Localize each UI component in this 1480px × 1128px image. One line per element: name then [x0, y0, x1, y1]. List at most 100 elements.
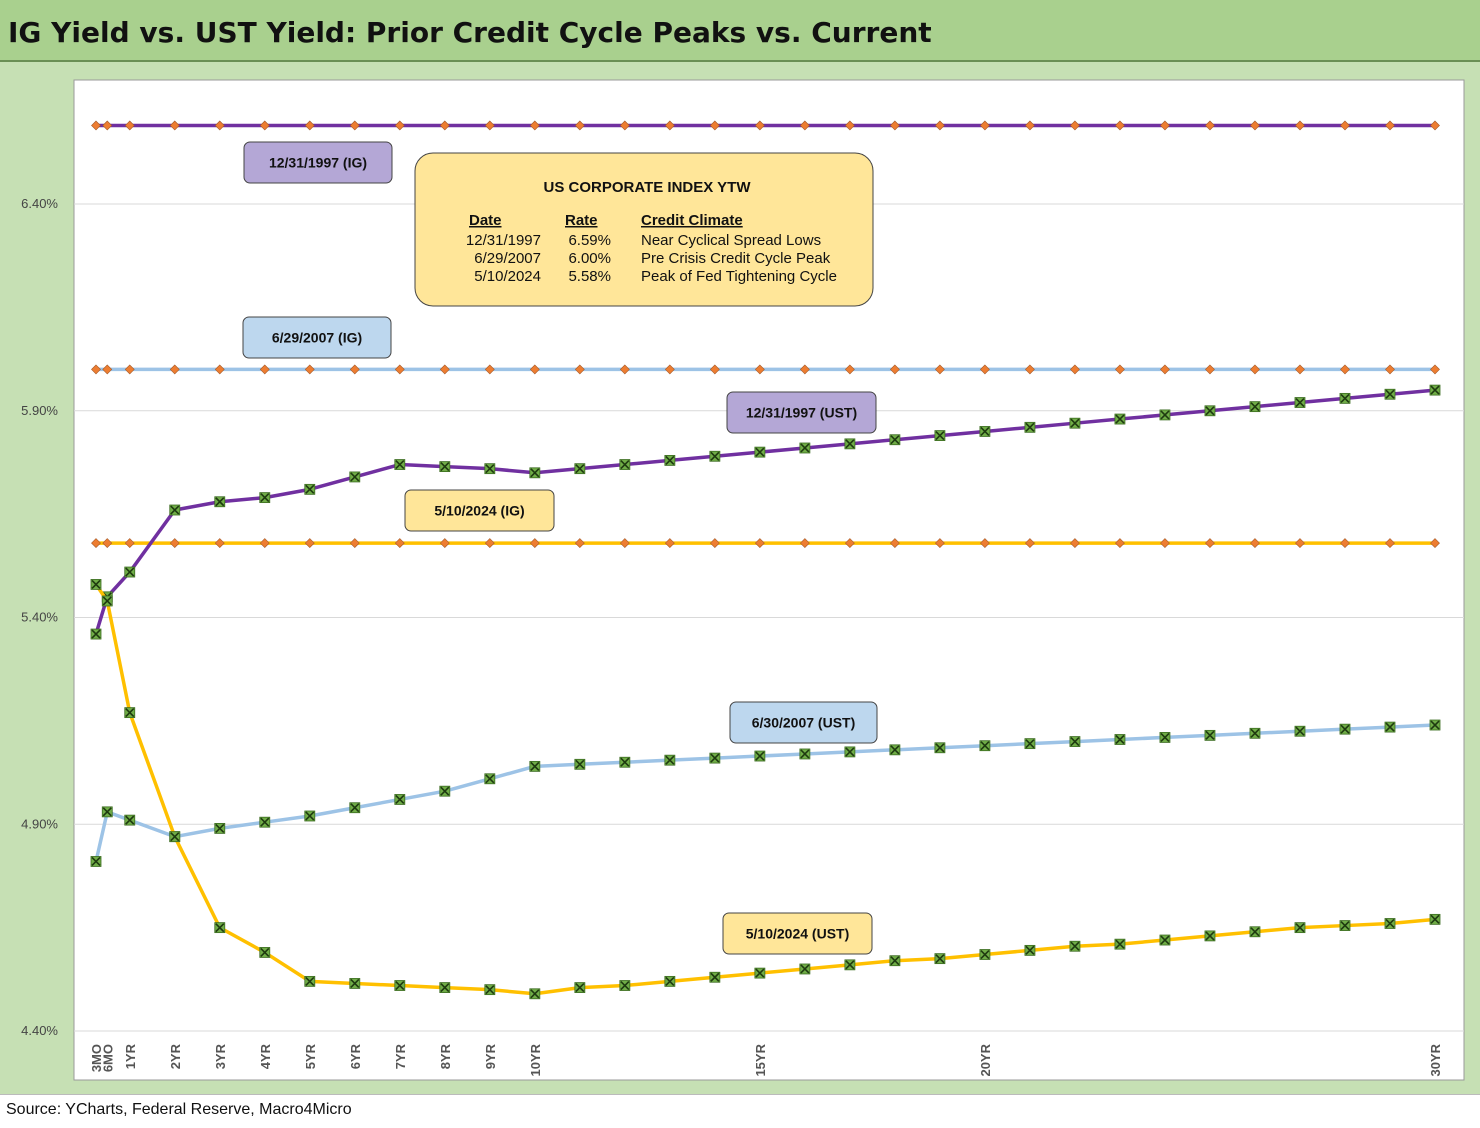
data-point: [1069, 417, 1081, 429]
data-point: [90, 628, 102, 640]
index-box-cell: 6.00%: [568, 250, 611, 267]
marker-cross: [1025, 422, 1035, 432]
marker-cross: [575, 759, 585, 769]
data-point: [91, 538, 101, 549]
series-label-box: [404, 489, 555, 532]
data-point: [1160, 538, 1170, 549]
data-point: [709, 971, 721, 983]
marker-cross: [530, 989, 540, 999]
data-point: [1429, 384, 1441, 396]
marker-cross: [125, 708, 135, 718]
marker-cross: [710, 972, 720, 982]
data-point: [394, 364, 405, 375]
series-label-box: [729, 701, 878, 744]
index-box-header: Rate: [565, 212, 598, 229]
data-point: [979, 120, 990, 131]
x-tick-label: 3MO: [89, 1044, 104, 1072]
data-point: [619, 120, 630, 131]
data-point: [529, 467, 541, 479]
data-point: [709, 538, 720, 549]
marker-cross: [102, 596, 112, 606]
marker-cross: [350, 803, 360, 813]
y-axis-ticks: 4.40% 4.90% 5.40% 5.90% 6.40%: [21, 196, 58, 1038]
marker-cross: [1340, 393, 1350, 403]
title-bar: IG Yield vs. UST Yield: Prior Credit Cyc…: [0, 0, 1480, 62]
x-tick-label: 5YR: [303, 1043, 318, 1069]
marker-cross: [260, 817, 270, 827]
data-point: [754, 120, 765, 131]
data-point: [304, 810, 316, 822]
index-box-cell: 6/29/2007: [474, 250, 541, 267]
data-point: [484, 463, 496, 475]
data-point: [439, 364, 450, 375]
data-point: [484, 538, 495, 549]
data-point: [664, 754, 676, 766]
series-label-text: 12/31/1997 (UST): [746, 405, 857, 421]
index-box-cell: 6.59%: [568, 232, 611, 249]
data-point: [1250, 538, 1260, 549]
data-point: [844, 538, 855, 549]
marker-cross: [485, 774, 495, 784]
data-point: [1205, 538, 1215, 549]
data-point: [1294, 397, 1306, 408]
data-point: [349, 978, 361, 989]
marker-cross: [102, 807, 112, 817]
data-point: [349, 120, 360, 131]
page-title: IG Yield vs. UST Yield: Prior Credit Cyc…: [8, 16, 932, 49]
data-point: [1384, 721, 1396, 733]
data-point: [1340, 364, 1350, 375]
corporate-index-box: US CORPORATE INDEX YTW Date Rate Credit Cli…: [414, 152, 874, 307]
data-point: [394, 538, 405, 549]
data-point: [484, 773, 496, 785]
marker-cross: [1070, 736, 1080, 747]
data-point: [1205, 364, 1215, 375]
x-tick-label: 2YR: [168, 1043, 183, 1069]
marker-cross: [845, 960, 855, 970]
data-point: [304, 975, 316, 987]
data-point: [1294, 922, 1306, 934]
marker-cross: [980, 741, 990, 751]
series-label: 12/31/1997 (UST): [726, 391, 877, 434]
data-point: [439, 461, 451, 473]
series-label-text: 6/29/2007 (IG): [272, 330, 362, 346]
marker-cross: [665, 755, 675, 765]
marker-cross: [890, 435, 900, 445]
series-5-10-2024-ig-: [91, 538, 1440, 549]
data-point: [889, 364, 900, 375]
data-point: [214, 496, 226, 508]
marker-cross: [91, 629, 101, 639]
data-point: [1114, 938, 1126, 950]
data-point: [90, 856, 102, 867]
data-point: [1429, 913, 1441, 925]
marker-cross: [1160, 935, 1170, 945]
data-point: [349, 538, 360, 549]
data-point: [1295, 364, 1305, 375]
marker-cross: [1250, 402, 1260, 412]
marker-cross: [1295, 923, 1305, 933]
data-point: [619, 980, 631, 991]
data-point: [799, 442, 811, 454]
series-12-31-1997-ig-: [91, 120, 1440, 131]
data-point: [574, 982, 586, 993]
data-point: [1250, 120, 1260, 131]
data-point: [304, 364, 315, 375]
data-point: [124, 707, 136, 719]
data-point: [1115, 120, 1125, 131]
data-point: [709, 120, 720, 131]
data-point: [1025, 364, 1035, 375]
series-label: 5/10/2024 (UST): [722, 912, 873, 955]
data-point: [1385, 120, 1395, 131]
marker-cross: [620, 459, 630, 470]
y-tick-label: 5.40%: [21, 610, 58, 625]
data-point: [664, 120, 675, 131]
data-point: [844, 364, 855, 375]
series-label-text: 12/31/1997 (IG): [269, 155, 367, 171]
marker-cross: [485, 985, 495, 995]
marker-cross: [845, 747, 855, 757]
marker-cross: [1025, 739, 1035, 749]
index-box-cell: 5.58%: [568, 268, 611, 285]
data-point: [1295, 120, 1305, 131]
data-point: [1114, 413, 1126, 425]
series-label: 6/30/2007 (UST): [729, 701, 878, 744]
index-box-cell: 12/31/1997: [466, 232, 541, 249]
